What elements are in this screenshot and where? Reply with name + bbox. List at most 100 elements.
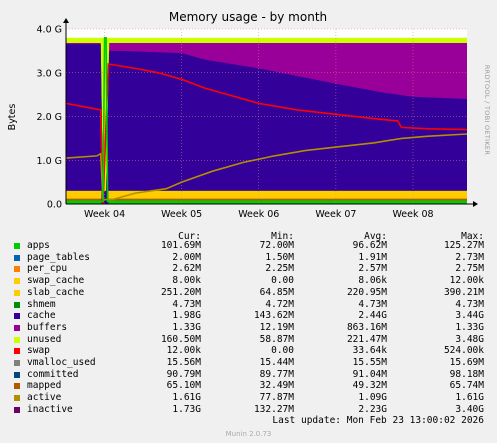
- legend-value: 220.95M: [346, 286, 387, 298]
- legend-row-cache: cache 1.98G 143.62M 2.44G 3.44G: [0, 310, 497, 322]
- legend-value: 101.69M: [160, 240, 201, 251]
- legend-value: 65.74M: [449, 380, 484, 392]
- legend-value: 15.44M: [259, 357, 294, 368]
- x-tick-label: Week 05: [161, 209, 202, 220]
- legend-value: 1.50M: [265, 251, 294, 263]
- legend-header-1: Min:: [271, 231, 294, 242]
- legend-name: vmalloc_used: [27, 357, 96, 368]
- y-tick-label: 1.0 G: [37, 156, 63, 167]
- legend-value: 0.00: [271, 345, 294, 357]
- legend-swatch: [14, 243, 20, 249]
- legend-value: 132.27M: [253, 403, 294, 415]
- legend-swatch: [14, 383, 20, 390]
- legend-row-slab_cache: slab_cache 251.20M 64.85M 220.95M 390.21M: [0, 287, 497, 299]
- legend-value: 863.16M: [346, 321, 387, 333]
- legend-row-page_tables: page_tables 2.00M 1.50M 1.91M 2.73M: [0, 252, 497, 264]
- legend-value: 96.62M: [352, 240, 387, 251]
- legend-row-shmem: shmem 4.73M 4.72M 4.73M 4.73M: [0, 299, 497, 311]
- legend-header-3: Max:: [461, 231, 484, 242]
- legend-value: 12.19M: [259, 321, 294, 333]
- legend-swatch: [14, 266, 20, 273]
- legend-row-swap: swap 12.00k 0.00 33.64k 524.00k: [0, 345, 497, 357]
- legend-value: 2.00M: [172, 251, 201, 263]
- legend-name: page_tables: [27, 251, 90, 263]
- legend-value: 4.73M: [358, 298, 387, 310]
- legend-name: inactive: [27, 403, 73, 415]
- legend-row-committed: committed 90.79M 89.77M 91.04M 98.18M: [0, 369, 497, 381]
- legend-value: 2.44G: [358, 310, 387, 322]
- legend-value: 1.09G: [358, 392, 387, 404]
- legend-value: 1.91M: [358, 251, 387, 263]
- legend-swatch: [14, 301, 20, 308]
- x-tick-label: Week 06: [238, 209, 279, 220]
- legend-value: 12.00k: [449, 275, 484, 287]
- legend-row-apps: apps 101.69M 72.00M 96.62M 125.27M: [0, 240, 497, 252]
- line-apps: [66, 36, 467, 203]
- line-active: [65, 133, 468, 201]
- legend-swatch: [14, 360, 20, 366]
- legend-value: 33.64k: [352, 345, 387, 357]
- legend-value: 15.69M: [449, 357, 484, 368]
- legend-value: 64.85M: [259, 286, 294, 298]
- stacked-areas: [66, 37, 468, 204]
- x-tick-label: Week 08: [392, 209, 433, 220]
- band-committed: [108, 198, 468, 202]
- munin-version: Munin 2.0.73: [225, 430, 272, 438]
- legend-row-per_cpu: per_cpu 2.62M 2.25M 2.57M 2.75M: [0, 263, 497, 275]
- legend-header: Cur: Min: Avg: Max:: [0, 231, 497, 243]
- legend-swatch: [14, 313, 20, 320]
- y-axis-label: Bytes: [7, 104, 18, 131]
- series-lines: [65, 36, 468, 205]
- legend-name: slab_cache: [27, 286, 85, 298]
- legend-value: 0.00: [271, 275, 294, 287]
- legend-swatch: [14, 371, 20, 378]
- legend-value: 89.77M: [259, 368, 294, 380]
- band-committed-early: [66, 198, 102, 202]
- legend-name: cache: [27, 310, 56, 322]
- legend-value: 49.32M: [352, 380, 387, 392]
- y-tick-label: 0.0: [47, 200, 62, 211]
- x-tick-label: Week 07: [315, 209, 356, 220]
- legend-name: swap_cache: [27, 275, 85, 287]
- legend-value: 77.87M: [259, 392, 294, 404]
- legend-row-vmalloc_used: vmalloc_used 15.56M 15.44M 15.55M 15.69M: [0, 357, 497, 369]
- legend-value: 90.79M: [166, 368, 201, 380]
- legend-value: 3.40G: [455, 403, 484, 415]
- legend-swatch: [14, 254, 20, 261]
- legend-value: 2.25M: [265, 263, 294, 275]
- legend-header-2: Avg:: [364, 231, 387, 242]
- legend-value: 15.56M: [166, 357, 201, 368]
- legend-name: shmem: [27, 298, 56, 310]
- legend-value: 58.87M: [259, 333, 294, 345]
- legend-value: 98.18M: [449, 368, 484, 380]
- legend-value: 3.48G: [455, 333, 484, 345]
- last-update: Last update: Mon Feb 23 13:00:02 2026: [272, 415, 484, 426]
- legend-value: 1.61G: [172, 392, 201, 404]
- legend-header-0: Cur:: [178, 231, 201, 242]
- legend-value: 4.73M: [455, 298, 484, 310]
- legend-name: committed: [27, 368, 79, 380]
- y-tick-label: 2.0 G: [37, 112, 63, 123]
- legend-value: 2.57M: [358, 263, 387, 275]
- legend-value: 1.98G: [172, 310, 201, 322]
- x-tick-label: Week 04: [84, 209, 125, 220]
- legend-swatch: [14, 348, 20, 355]
- y-tick-label: 4.0 G: [37, 25, 63, 36]
- legend-value: 15.55M: [352, 357, 387, 368]
- legend-name: swap: [27, 345, 50, 357]
- legend-swatch: [14, 324, 20, 331]
- legend-swatch: [14, 278, 20, 285]
- legend-value: 4.72M: [265, 298, 294, 310]
- legend-value: 3.44G: [455, 310, 484, 322]
- legend-swatch: [14, 289, 20, 296]
- legend-row-swap_cache: swap_cache 8.00k 0.00 8.06k 12.00k: [0, 275, 497, 287]
- legend-value: 251.20M: [160, 286, 201, 298]
- legend-name: per_cpu: [27, 263, 68, 275]
- axes: [63, 18, 478, 207]
- legend-row-mapped: mapped 65.10M 32.49M 49.32M 65.74M: [0, 380, 497, 392]
- legend-value: 4.73M: [172, 298, 201, 310]
- legend-value: 1.73G: [172, 403, 201, 415]
- legend-name: unused: [27, 333, 62, 345]
- legend-value: 221.47M: [346, 333, 387, 345]
- legend-value: 1.33G: [172, 321, 201, 333]
